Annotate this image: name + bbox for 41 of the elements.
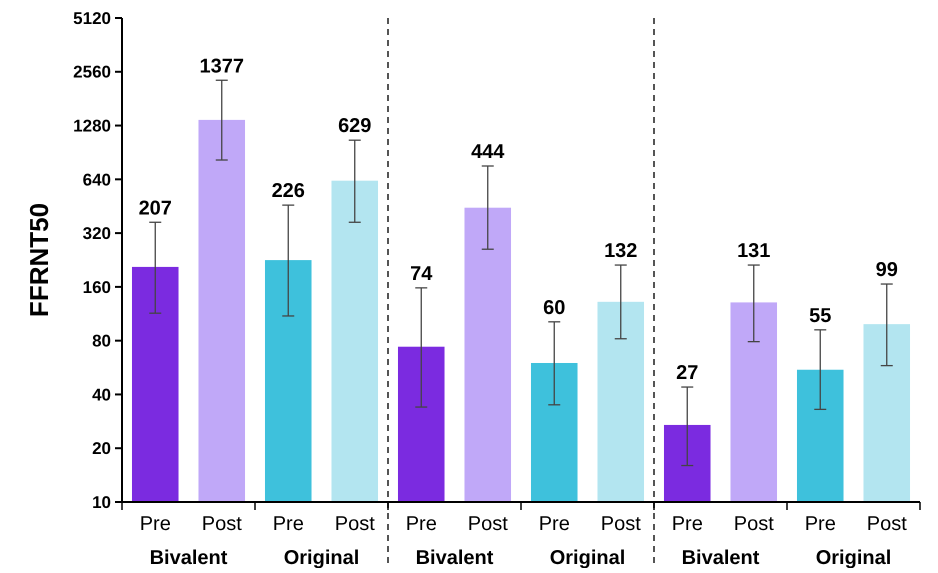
x-tick-label: Pre xyxy=(672,513,703,535)
data-label: 207 xyxy=(138,197,172,220)
data-label: 444 xyxy=(471,141,506,163)
x-tick-label: Pre xyxy=(272,513,304,535)
text: Bivalent xyxy=(682,547,760,569)
y-tick-label: 40 xyxy=(92,385,111,404)
y-tick-label: 640 xyxy=(82,170,111,190)
x-tick-label: Post xyxy=(866,513,908,535)
x-tick-label: Post xyxy=(734,513,774,535)
y-tick-label: 1280 xyxy=(73,116,111,136)
x-tick-label: Pre xyxy=(406,513,437,535)
data-label: 1377 xyxy=(200,55,244,78)
text: Original xyxy=(284,547,360,569)
y-tick-label: 10 xyxy=(92,492,111,512)
x-tick-label: Post xyxy=(468,513,508,535)
y-tick-label: 2560 xyxy=(73,62,111,82)
text: Original xyxy=(550,547,626,569)
y-tick-label: 80 xyxy=(92,332,111,351)
x-tick-label: Post xyxy=(334,513,376,535)
data-label: 226 xyxy=(272,180,305,202)
x-tick-label: Pre xyxy=(140,513,171,535)
y-tick-label: 20 xyxy=(92,439,111,458)
data-label: 27 xyxy=(676,362,698,384)
data-label: 60 xyxy=(543,296,566,319)
data-label: 99 xyxy=(876,259,898,282)
y-tick-label: 5120 xyxy=(73,8,111,28)
data-label: 131 xyxy=(737,240,770,262)
text: Original xyxy=(816,547,892,569)
x-tick-label: Post xyxy=(600,513,642,535)
text: Bivalent xyxy=(416,547,494,569)
data-label: 55 xyxy=(809,304,832,327)
data-label: 629 xyxy=(338,115,372,138)
text: Bivalent xyxy=(150,547,228,569)
y-tick-label: 320 xyxy=(82,224,111,244)
y-axis-title: FFRNT50 xyxy=(24,202,54,318)
data-label: 74 xyxy=(410,262,434,285)
data-label: 132 xyxy=(604,240,638,262)
x-tick-label: Post xyxy=(202,513,242,535)
x-tick-label: Pre xyxy=(538,513,570,535)
x-tick-label: Pre xyxy=(804,513,836,535)
y-tick-label: 160 xyxy=(82,278,111,297)
